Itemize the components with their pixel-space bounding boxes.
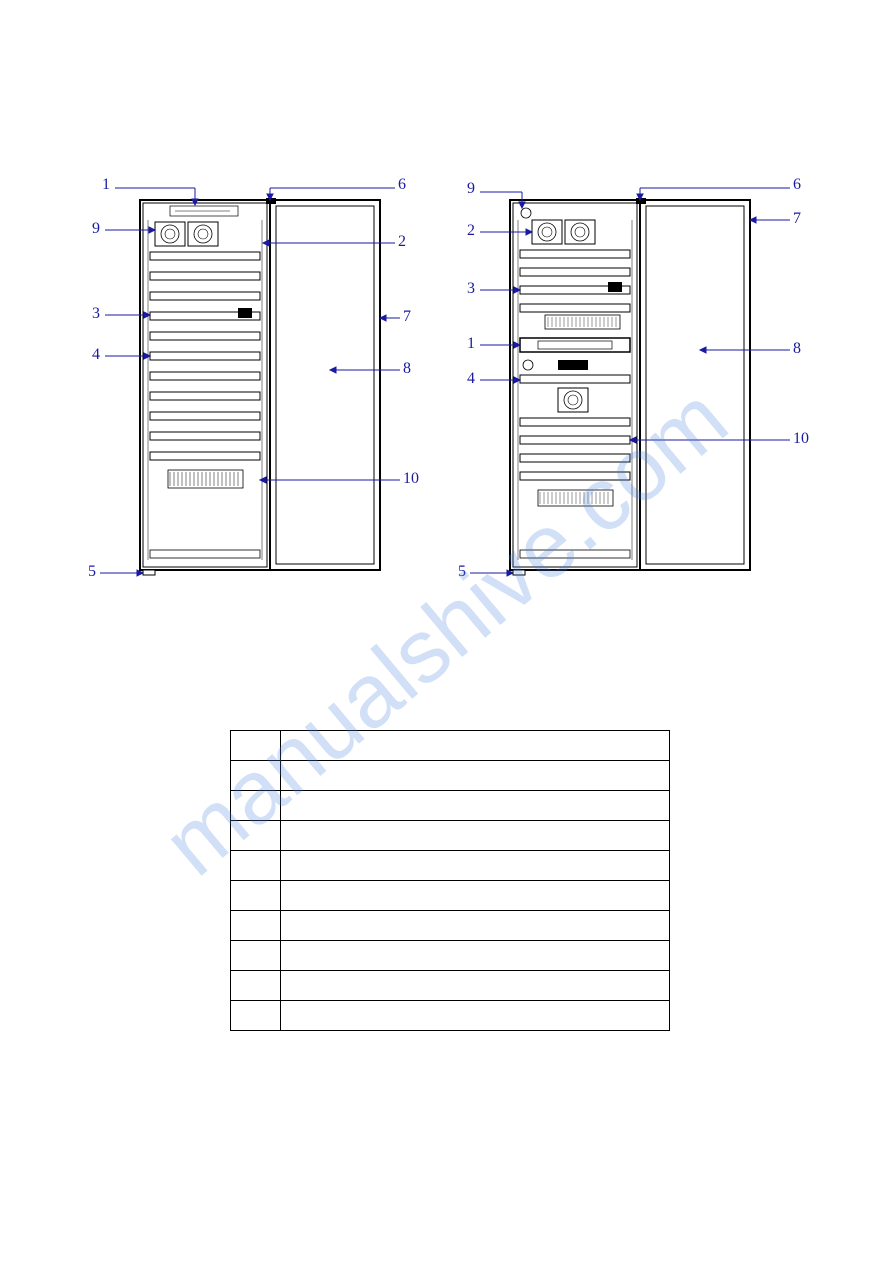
table-row — [231, 1001, 670, 1031]
cell-name — [281, 881, 670, 911]
label-r4: 4 — [467, 370, 475, 388]
cabinet-right-svg — [470, 170, 810, 590]
label-2: 2 — [398, 233, 406, 251]
label-4: 4 — [92, 346, 100, 364]
cell-name — [281, 731, 670, 761]
table-row — [231, 971, 670, 1001]
cell-num — [231, 971, 281, 1001]
cell-name — [281, 791, 670, 821]
label-r3: 3 — [467, 280, 475, 298]
label-1: 1 — [102, 176, 110, 194]
label-7: 7 — [403, 308, 411, 326]
table-row — [231, 911, 670, 941]
cell-num — [231, 941, 281, 971]
label-6: 6 — [398, 176, 406, 194]
parts-table — [230, 730, 670, 1031]
table-row — [231, 881, 670, 911]
diagrams-container: 1 9 3 4 5 6 2 7 8 10 — [0, 170, 892, 620]
table-row — [231, 761, 670, 791]
cell-num — [231, 731, 281, 761]
cell-name — [281, 911, 670, 941]
cell-num — [231, 851, 281, 881]
label-r6: 6 — [793, 176, 801, 194]
label-5: 5 — [88, 563, 96, 581]
table-row — [231, 851, 670, 881]
label-r9: 9 — [467, 180, 475, 198]
cell-name — [281, 1001, 670, 1031]
cell-name — [281, 941, 670, 971]
label-r2: 2 — [467, 222, 475, 240]
label-r7: 7 — [793, 210, 801, 228]
table-row — [231, 791, 670, 821]
cell-num — [231, 881, 281, 911]
cell-name — [281, 851, 670, 881]
label-8: 8 — [403, 360, 411, 378]
diagram-right: 9 2 3 1 4 5 6 7 8 10 — [470, 170, 810, 595]
table-row — [231, 821, 670, 851]
cell-name — [281, 971, 670, 1001]
table-row — [231, 941, 670, 971]
cell-num — [231, 791, 281, 821]
label-9: 9 — [92, 220, 100, 238]
label-3: 3 — [92, 305, 100, 323]
cell-name — [281, 821, 670, 851]
label-r10: 10 — [793, 430, 809, 448]
table-row — [231, 731, 670, 761]
label-r1: 1 — [467, 335, 475, 353]
cell-num — [231, 821, 281, 851]
label-r8: 8 — [793, 340, 801, 358]
label-10: 10 — [403, 470, 419, 488]
diagram-left: 1 9 3 4 5 6 2 7 8 10 — [100, 170, 420, 595]
cell-name — [281, 761, 670, 791]
cell-num — [231, 911, 281, 941]
cabinet-left-svg — [100, 170, 420, 590]
cell-num — [231, 1001, 281, 1031]
label-r5: 5 — [458, 563, 466, 581]
cell-num — [231, 761, 281, 791]
